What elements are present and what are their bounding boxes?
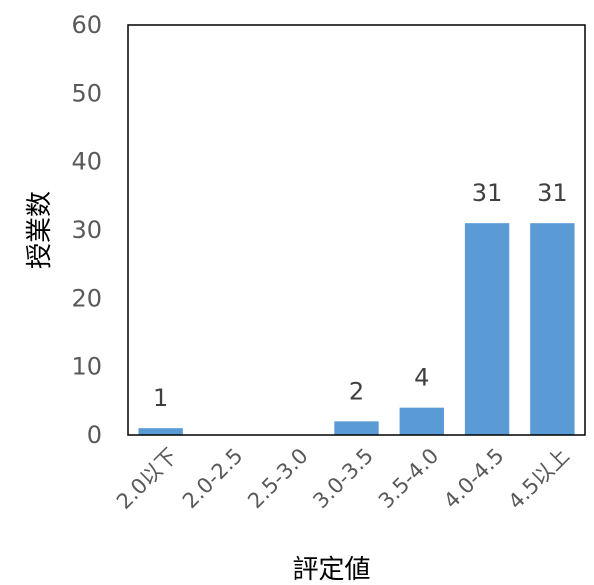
- x-axis-title: 評定値: [292, 555, 370, 585]
- y-tick-label: 10: [71, 353, 102, 381]
- bar-data-label: 2: [349, 377, 364, 405]
- y-axis-ticks: 0 10 20 30 40 50 60: [71, 11, 102, 449]
- bar: [334, 421, 379, 435]
- x-category-label: 3.0-3.5: [308, 444, 378, 514]
- x-category-label: 2.5-3.0: [243, 444, 313, 514]
- bars: [138, 223, 575, 435]
- bar-data-label: 31: [537, 179, 568, 207]
- bar: [399, 407, 444, 435]
- y-tick-label: 40: [71, 148, 102, 176]
- y-tick-label: 20: [71, 284, 102, 312]
- x-category-label: 4.5以上: [504, 444, 574, 514]
- bar-data-label: 31: [472, 179, 503, 207]
- y-tick-label: 60: [71, 11, 102, 39]
- x-category-label: 3.5-4.0: [374, 444, 444, 514]
- x-axis-category-labels: 2.0以下2.0-2.52.5-3.03.0-3.53.5-4.04.0-4.5…: [112, 444, 574, 514]
- y-axis-title: 授業数: [25, 191, 55, 269]
- bar-data-label: 4: [414, 364, 429, 392]
- y-tick-label: 30: [71, 216, 102, 244]
- bar: [530, 223, 575, 435]
- bar: [138, 428, 183, 435]
- x-category-label: 4.0-4.5: [439, 444, 509, 514]
- y-tick-label: 50: [71, 79, 102, 107]
- y-tick-label: 0: [87, 421, 102, 449]
- bar: [464, 223, 510, 435]
- x-category-label: 2.0-2.5: [178, 444, 248, 514]
- plot-area-frame: [127, 24, 586, 436]
- bar-data-label: 1: [153, 384, 168, 412]
- data-labels: 1 2 4 31 31: [153, 179, 568, 412]
- x-category-label: 2.0以下: [112, 444, 182, 514]
